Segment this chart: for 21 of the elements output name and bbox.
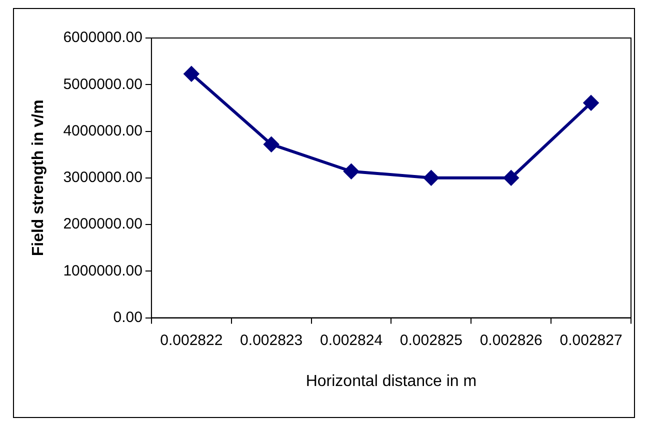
x-tick-label: 0.002822 — [160, 332, 223, 349]
y-tick-label: 3000000.00 — [63, 169, 142, 186]
x-tick-label: 0.002827 — [560, 332, 622, 349]
y-axis-title: Field strength in v/m — [30, 100, 48, 256]
x-tick-label: 0.002824 — [320, 332, 383, 349]
point — [264, 136, 279, 152]
y-tick-label: 0.00 — [113, 308, 142, 326]
x-axis-title: Horizontal distance in m — [306, 372, 477, 390]
point — [184, 66, 199, 82]
point — [584, 95, 599, 110]
point — [424, 170, 439, 186]
x-tick-label: 0.002823 — [240, 332, 303, 349]
y-tick-label: 6000000.00 — [63, 29, 142, 46]
y-tick-label: 1000000.00 — [63, 262, 142, 280]
y-tick-label: 5000000.00 — [63, 76, 142, 93]
point — [504, 170, 519, 186]
y-tick-label: 2000000.00 — [63, 216, 142, 233]
point — [344, 164, 359, 179]
y-tick-label: 4000000.00 — [63, 122, 142, 140]
x-tick-label: 0.002826 — [480, 332, 542, 349]
x-tick-label: 0.002825 — [400, 332, 462, 349]
